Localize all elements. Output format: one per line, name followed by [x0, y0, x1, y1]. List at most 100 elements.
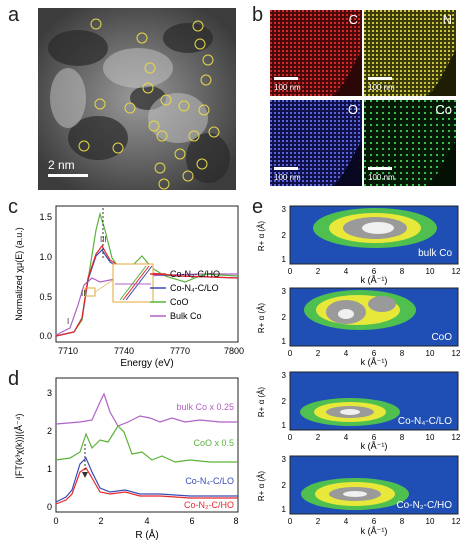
exafs-curve-co-n4 — [55, 456, 238, 503]
eds-element-c: C — [348, 12, 358, 27]
svg-text:6: 6 — [372, 267, 377, 276]
panel-label-c: c — [8, 196, 18, 218]
svg-text:0: 0 — [288, 267, 293, 276]
xanes-ytick-2: 0.5 — [39, 292, 52, 302]
svg-text:8: 8 — [400, 517, 405, 526]
svg-text:1: 1 — [282, 505, 287, 514]
eds-map-o-texture — [270, 100, 362, 186]
svg-text:10: 10 — [426, 349, 435, 358]
eds-map-co-texture — [364, 100, 456, 186]
eds-scale-co: 100 nm — [368, 173, 395, 182]
svg-text:4: 4 — [344, 517, 349, 526]
eds-map-c-texture — [270, 10, 362, 96]
svg-text:1: 1 — [282, 421, 287, 430]
exafs-curve-bulk-co — [55, 392, 238, 427]
svg-text:4: 4 — [344, 349, 349, 358]
exafs-ytick-2: 1 — [47, 464, 52, 474]
wavelet-xlabel-4: k (Å⁻¹) — [361, 526, 388, 536]
stem-micrograph: 2 nm — [38, 8, 236, 190]
svg-text:0: 0 — [288, 349, 293, 358]
xanes-curve-bulk-co — [55, 273, 238, 336]
legend-label-co-n2: Co-N₂-C/HO — [170, 269, 220, 279]
xanes-legend: Co-N₂-C/HO Co-N₄-C/LO CoO Bulk Co — [150, 269, 220, 321]
svg-text:4: 4 — [344, 433, 349, 442]
svg-text:2: 2 — [316, 433, 321, 442]
svg-text:12: 12 — [452, 517, 461, 526]
svg-text:12: 12 — [452, 349, 461, 358]
svg-text:0: 0 — [288, 433, 293, 442]
svg-text:2: 2 — [316, 267, 321, 276]
wavelet-maps: bulk Co CoO Co-N₄-C/LO Co-N₂-C/HO 123 12… — [257, 205, 461, 536]
svg-text:12: 12 — [452, 433, 461, 442]
wavelet-yticks: 1 2 3 1 2 3 1 2 3 1 2 3 — [282, 205, 287, 514]
eds-scale-bar-c — [274, 77, 298, 80]
eds-element-n: N — [442, 12, 452, 27]
svg-text:2: 2 — [282, 481, 287, 490]
xanes-xtick-2: 7740 — [114, 346, 134, 356]
exafs-label-coo: CoO x 0.5 — [193, 438, 234, 448]
xanes-xtick-4: 7800 — [224, 346, 244, 356]
wavelet-xticks: 0 2 4 6 8 10 12 0 2 4 6 8 10 12 0 2 4 6 8 10 12 0 2 4 6 8 10 12 — [288, 267, 461, 526]
stem-micrograph-texture — [38, 8, 236, 190]
wavelet-label-co-n4: Co-N₄-C/LO — [398, 416, 452, 427]
eds-map-c: C 100 nm — [270, 10, 362, 96]
xanes-xlabel: Energy (eV) — [120, 358, 173, 369]
exafs-label-co-n2: Co-N₂-C/HO — [184, 500, 234, 510]
xanes-inset-lines — [115, 265, 153, 301]
panel-label-e: e — [252, 196, 264, 218]
xanes-xtick-3: 7770 — [170, 346, 190, 356]
wavelet-xlabel-3: k (Å⁻¹) — [361, 441, 388, 451]
xanes-xtick-1: 7710 — [58, 346, 78, 356]
svg-text:2: 2 — [282, 313, 287, 322]
eds-scale-bar-co — [368, 167, 392, 170]
svg-text:2: 2 — [316, 517, 321, 526]
exafs-arrow-icon — [82, 472, 88, 478]
exafs-curve-co-n2 — [55, 467, 238, 505]
panel-label-a: a — [8, 4, 20, 26]
eds-map-n: N 100 nm — [364, 10, 456, 96]
exafs-xtick-2: 2 — [98, 516, 103, 526]
xanes-ytick-3: 1.0 — [39, 252, 52, 262]
exafs-xtick-5: 8 — [233, 516, 238, 526]
wavelet-label-co-n2: Co-N₂-C/HO — [396, 500, 452, 511]
xanes-ytick-1: 0.0 — [39, 331, 52, 341]
exafs-ylabel: |FT(k³χ(k))|(Å⁻⁴) — [14, 414, 24, 479]
exafs-xtick-3: 4 — [144, 516, 149, 526]
wavelet-xlabel-2: k (Å⁻¹) — [361, 357, 388, 367]
panel-label-d: d — [8, 368, 20, 390]
wavelet-ylabel-4: R+ α (Å) — [257, 471, 266, 502]
svg-text:10: 10 — [426, 267, 435, 276]
xanes-mark-3: III — [100, 235, 107, 244]
eds-map-n-texture — [364, 10, 456, 96]
svg-text:3: 3 — [282, 287, 287, 296]
xanes-mark-2: II — [81, 289, 85, 298]
wavelet-label-coo: CoO — [431, 332, 452, 343]
exafs-frame — [55, 377, 239, 513]
svg-text:2: 2 — [282, 231, 287, 240]
eds-scale-bar-n — [368, 77, 392, 80]
wavelet-map-coo: CoO — [289, 287, 459, 347]
stem-scale-label: 2 nm — [48, 158, 75, 172]
eds-scale-bar-o — [274, 167, 298, 170]
xanes-chart: I II III 7710 7740 7770 7800 0.0 0.5 1.0… — [14, 205, 244, 369]
wavelet-ylabel-2: R+ α (Å) — [257, 303, 266, 334]
legend-label-co-n4: Co-N₄-C/LO — [170, 283, 219, 293]
svg-text:8: 8 — [400, 267, 405, 276]
wavelet-map-co-n2: Co-N₂-C/HO — [289, 455, 459, 515]
eds-element-co: Co — [435, 102, 452, 117]
legend-label-coo: CoO — [170, 297, 189, 307]
exafs-ytick-3: 2 — [47, 426, 52, 436]
exafs-label-co-n4: Co-N₄-C/LO — [185, 476, 234, 486]
svg-text:3: 3 — [282, 371, 287, 380]
eds-element-o: O — [347, 102, 358, 117]
exafs-label-bulk-co: bulk Co x 0.25 — [176, 402, 234, 412]
svg-text:2: 2 — [282, 397, 287, 406]
panel-label-b: b — [252, 4, 264, 26]
wavelet-map-co-n4: Co-N₄-C/LO — [289, 371, 459, 431]
xanes-ytick-4: 1.5 — [39, 212, 52, 222]
exafs-xtick-1: 0 — [53, 516, 58, 526]
eds-scale-n: 100 nm — [368, 83, 395, 92]
xanes-curve-co-n2 — [55, 244, 239, 337]
exafs-ytick-4: 3 — [47, 388, 52, 398]
exafs-xlabel: R (Å) — [135, 528, 158, 541]
